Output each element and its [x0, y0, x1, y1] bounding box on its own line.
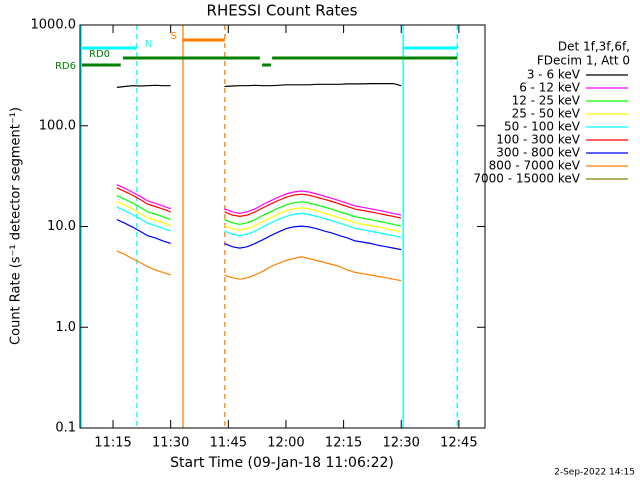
- x-tick-label: 12:00: [267, 436, 304, 451]
- flag-label: RD6: [55, 61, 76, 72]
- chart-title: RHESSI Count Rates: [207, 2, 358, 20]
- legend-header: FDecim 1, Att 0: [537, 54, 630, 68]
- series-line: [116, 187, 402, 219]
- series-line: [116, 83, 402, 88]
- y-tick-label: 100.0: [39, 118, 76, 133]
- flag-label: N: [145, 39, 152, 50]
- footer: 2-Sep-2022 14:15: [554, 468, 635, 478]
- flag-label: S: [171, 31, 177, 42]
- series-line: [116, 200, 402, 233]
- series-line: [116, 194, 402, 227]
- legend-label: 6 - 12 keV: [519, 81, 581, 95]
- x-tick-label: 11:45: [210, 436, 247, 451]
- legend-label: 100 - 300 keV: [496, 133, 580, 147]
- y-tick-label: 1000.0: [31, 18, 77, 33]
- x-tick-label: 11:30: [152, 436, 189, 451]
- y-axis-label: Count Rate (s⁻¹ detector segment⁻¹): [9, 107, 24, 345]
- series-line: [116, 184, 402, 216]
- x-tick-label: 12:45: [440, 436, 477, 451]
- x-axis-label: Start Time (09-Jan-18 11:06:22): [170, 455, 394, 471]
- legend-label: 7000 - 15000 keV: [473, 172, 580, 186]
- y-tick-label: 1.0: [55, 320, 76, 335]
- legend-label: 3 - 6 keV: [527, 68, 581, 82]
- y-tick-label: 0.1: [55, 421, 76, 436]
- series-line: [116, 219, 402, 251]
- legend-label: 12 - 25 keV: [512, 94, 581, 108]
- y-tick-label: 10.0: [47, 219, 76, 234]
- series-line: [116, 250, 402, 282]
- series-line: [116, 206, 402, 238]
- x-tick-label: 12:30: [382, 436, 419, 451]
- legend-label: 25 - 50 keV: [512, 107, 581, 121]
- legend-header: Det 1f,3f,6f,: [558, 40, 630, 54]
- legend-label: 300 - 800 keV: [496, 146, 580, 160]
- legend-label: 50 - 100 keV: [504, 120, 581, 134]
- x-tick-label: 11:15: [94, 436, 131, 451]
- legend-label: 800 - 7000 keV: [489, 159, 581, 173]
- x-tick-label: 12:15: [325, 436, 362, 451]
- flag-label: RD0: [89, 49, 110, 60]
